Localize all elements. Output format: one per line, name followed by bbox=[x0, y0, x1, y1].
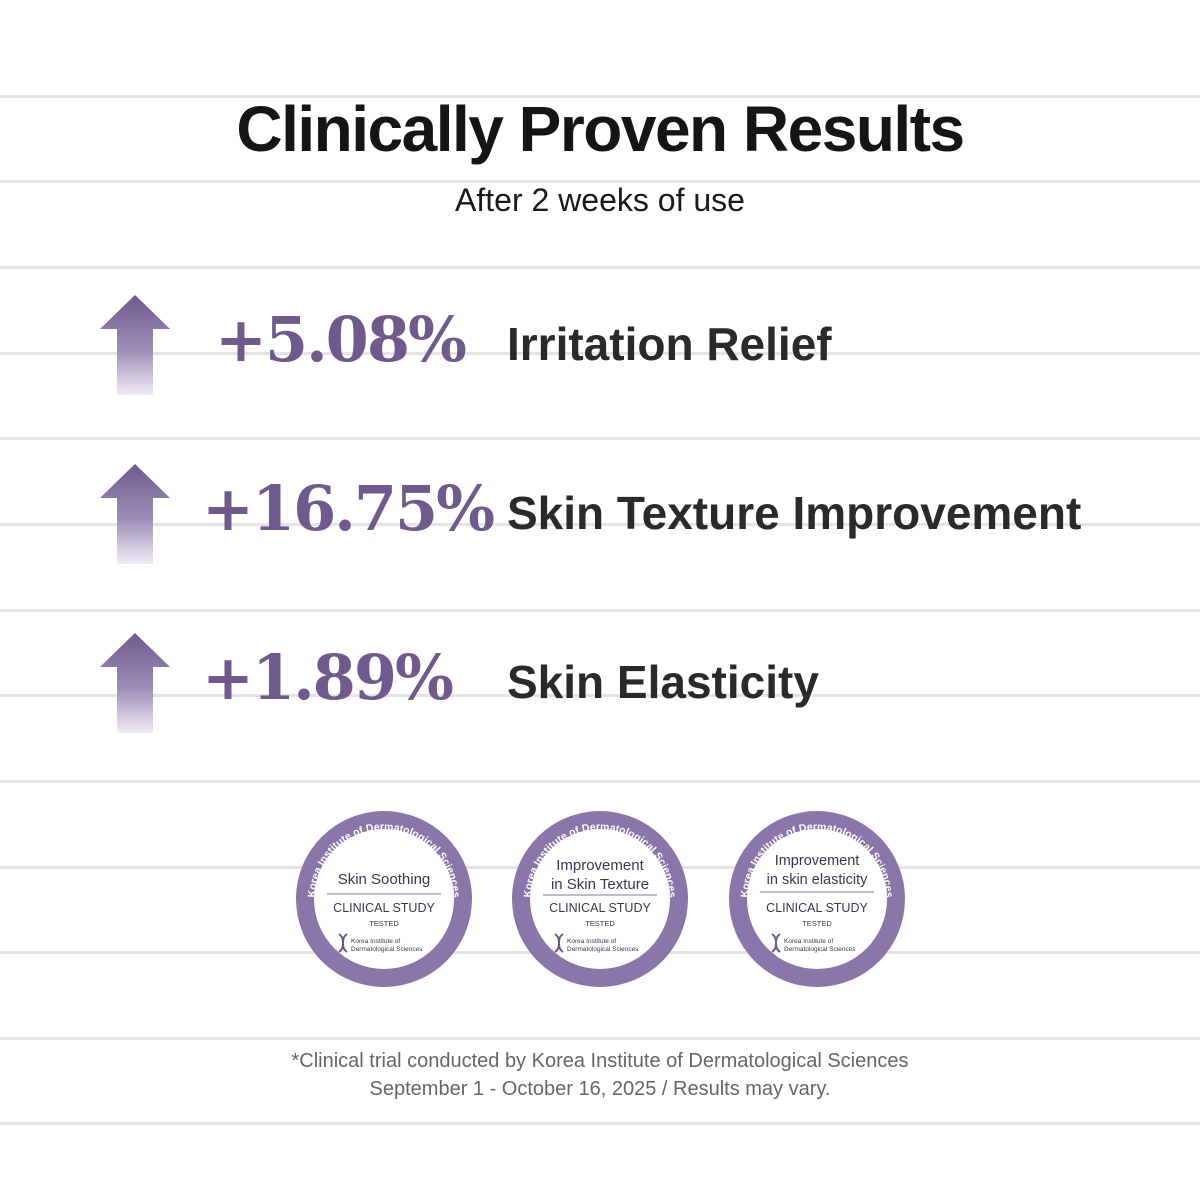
up-arrow-icon bbox=[100, 633, 170, 733]
badge-study: CLINICAL STUDY bbox=[549, 901, 651, 915]
badge-claim-line2: in skin elasticity bbox=[767, 872, 868, 888]
result-value: +16.75% bbox=[202, 472, 495, 545]
clinical-badge-skin-elasticity: Korea Institute of Dermatological Scienc… bbox=[729, 811, 905, 987]
result-value: +1.89% bbox=[202, 641, 454, 714]
dna-logo-icon bbox=[554, 933, 564, 953]
result-label: Skin Texture Improvement bbox=[507, 487, 1082, 539]
page-subtitle: After 2 weeks of use bbox=[455, 182, 745, 218]
ruled-line bbox=[0, 352, 1200, 355]
ruled-line bbox=[0, 1037, 1200, 1040]
up-arrow-icon bbox=[100, 295, 170, 395]
dna-logo-icon bbox=[771, 933, 781, 953]
badge-claim-line1: Improvement bbox=[556, 857, 644, 874]
clinical-badge-skin-soothing: Korea Institute of Dermatological Scienc… bbox=[296, 811, 472, 987]
result-row: +16.75% Skin Texture Improvement bbox=[0, 464, 1200, 574]
result-row: +5.08% Irritation Relief bbox=[0, 295, 1200, 405]
result-label: Irritation Relief bbox=[507, 318, 832, 370]
ruled-line bbox=[0, 266, 1200, 269]
badge-claim: Skin Soothing bbox=[338, 871, 431, 888]
clinical-badge-skin-texture: Korea Institute of Dermatological Scienc… bbox=[512, 811, 688, 987]
ruled-line bbox=[0, 780, 1200, 783]
badge-study: CLINICAL STUDY bbox=[766, 901, 868, 915]
ruled-line bbox=[0, 694, 1200, 697]
dna-logo-icon bbox=[338, 933, 348, 953]
ruled-line bbox=[0, 523, 1200, 526]
footnote-line1: *Clinical trial conducted by Korea Insti… bbox=[291, 1050, 909, 1072]
badge-claim-line2: in Skin Texture bbox=[551, 876, 649, 893]
badge-org-line1: Korea Institute of bbox=[351, 938, 400, 945]
badge-org-line2: Dermatological Sciences bbox=[784, 946, 856, 953]
badge-tested: TESTED bbox=[585, 919, 615, 928]
result-label: Skin Elasticity bbox=[507, 656, 819, 708]
page-title: Clinically Proven Results bbox=[236, 93, 965, 165]
footnote-line2: September 1 - October 16, 2025 / Results… bbox=[369, 1078, 831, 1100]
ruled-line bbox=[0, 437, 1200, 440]
ruled-line bbox=[0, 609, 1200, 612]
result-value: +5.08% bbox=[215, 303, 467, 376]
ruled-line bbox=[0, 1122, 1200, 1125]
badge-tested: TESTED bbox=[802, 919, 832, 928]
badge-claim-line1: Improvement bbox=[775, 853, 860, 869]
ruled-line bbox=[0, 180, 1200, 183]
badge-org-line1: Korea Institute of bbox=[784, 938, 833, 945]
badge-org-line2: Dermatological Sciences bbox=[567, 946, 639, 953]
ruled-line bbox=[0, 95, 1200, 98]
result-row: +1.89% Skin Elasticity bbox=[0, 633, 1200, 743]
badge-study: CLINICAL STUDY bbox=[333, 901, 435, 915]
badge-org-line2: Dermatological Sciences bbox=[351, 946, 423, 953]
badge-org-line1: Korea Institute of bbox=[567, 938, 616, 945]
up-arrow-icon bbox=[100, 464, 170, 564]
badge-tested: TESTED bbox=[369, 919, 399, 928]
